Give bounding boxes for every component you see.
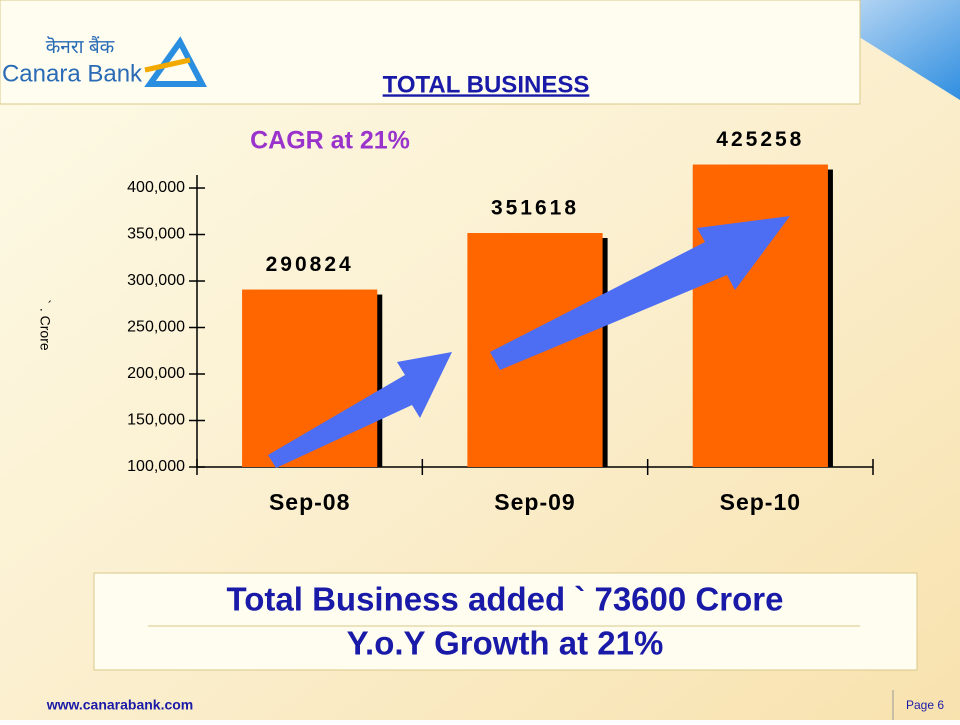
logo-english: Canara Bank (2, 60, 143, 87)
y-tick-label: 150,000 (127, 412, 185, 429)
chart-title: TOTAL BUSINESS (383, 71, 590, 98)
website: www.canarabank.com (46, 697, 194, 713)
summary-line: Y.o.Y Growth at 21% (347, 625, 664, 662)
bar (692, 164, 828, 468)
x-tick-label: Sep-10 (720, 489, 801, 515)
y-tick-label: 250,000 (127, 319, 185, 336)
arrows (268, 216, 790, 468)
header-band (0, 0, 861, 105)
y-tick-label: 100,000 (127, 458, 185, 475)
logo-hindi: कॆनरा बैंक (46, 35, 115, 58)
summary-line: Total Business added ` 73600 Crore (227, 581, 784, 618)
annotation: CAGR at 21% (250, 127, 410, 155)
y-tick-label: 200,000 (127, 365, 185, 382)
y-tick-label: 300,000 (127, 272, 185, 289)
x-tick-label: Sep-08 (269, 489, 350, 515)
y-tick-label: 350,000 (127, 226, 185, 243)
value-label: 290824 (266, 253, 354, 276)
summary-box (93, 572, 918, 671)
y-tick-label: 400,000 (127, 179, 185, 196)
page-number: Page 6 (906, 698, 944, 712)
y-axis-label: ` . Crore (37, 299, 53, 351)
value-label: 351618 (491, 197, 579, 220)
plot: 100,000 150,000 200,000 250,000 300,000 350,0… (127, 128, 874, 515)
value-label: 425258 (716, 128, 804, 151)
logo-stroke (144, 57, 191, 73)
x-tick-label: Sep-09 (494, 489, 575, 515)
